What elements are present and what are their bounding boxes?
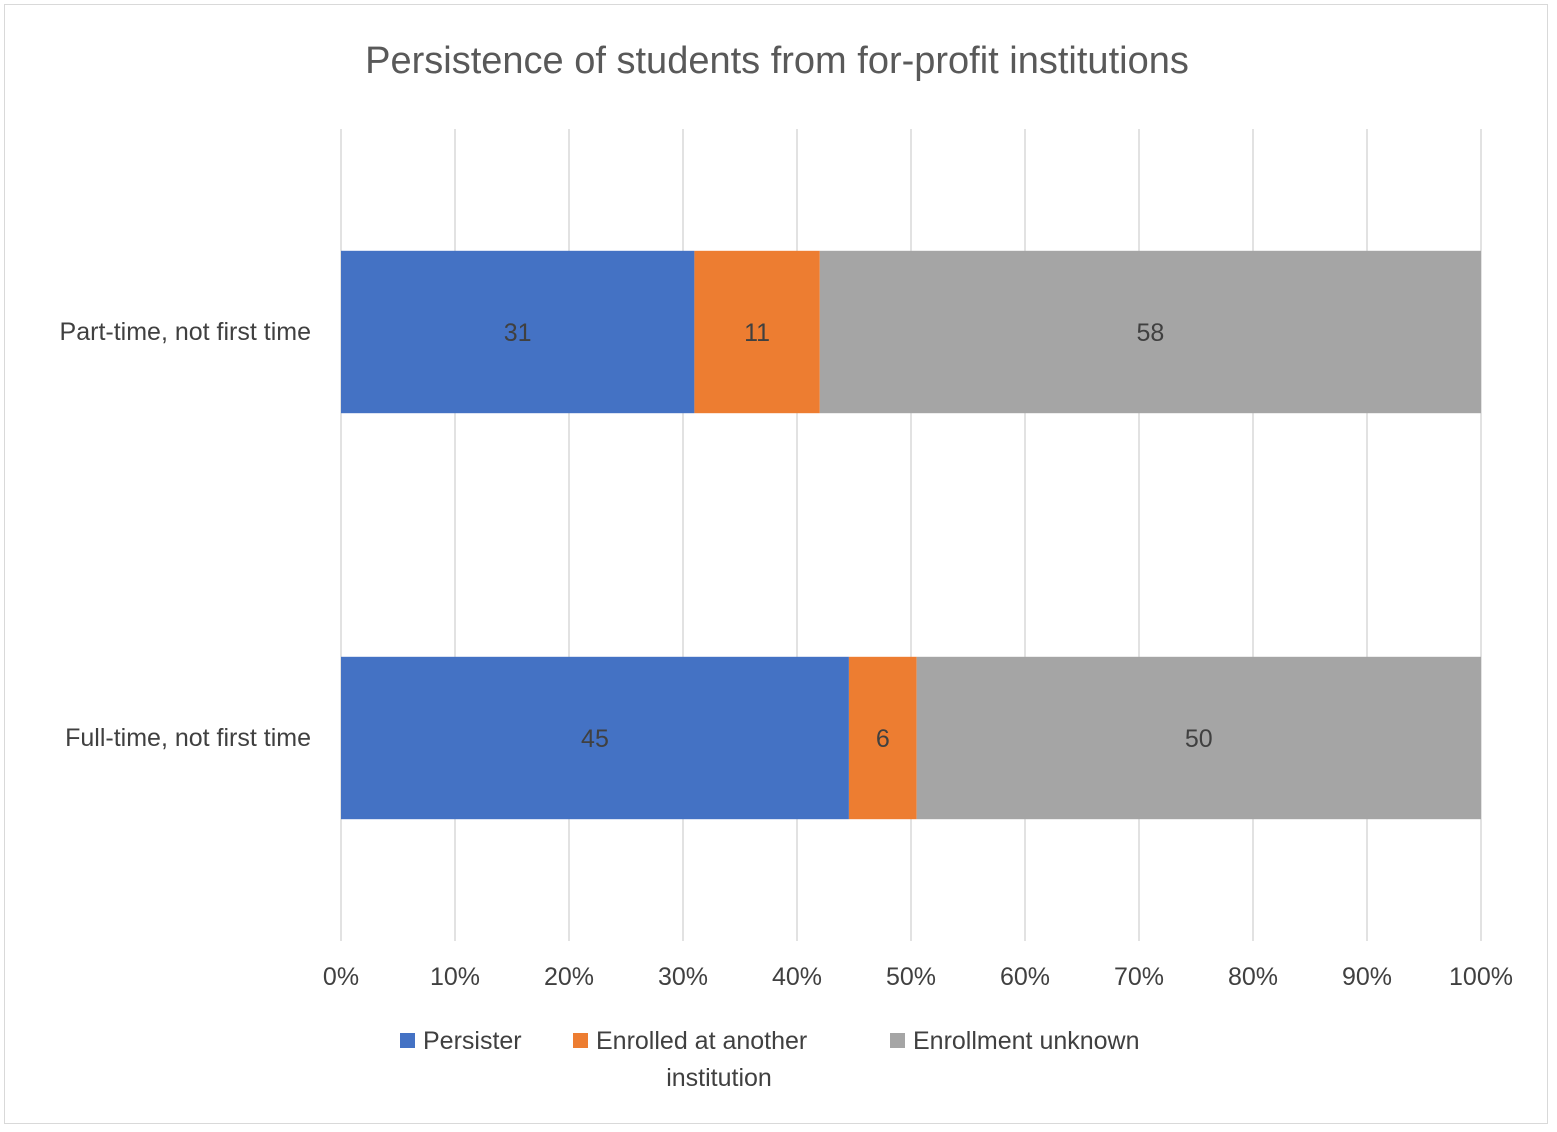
value-axis: 0% 10% 20% 30% 40% 50% 60% 70% 80% 90% 100% bbox=[323, 963, 1513, 991]
legend-swatch bbox=[573, 1033, 588, 1048]
bar-segment bbox=[916, 656, 1481, 820]
data-label: 6 bbox=[876, 725, 890, 753]
x-tick-label: 10% bbox=[430, 963, 480, 991]
category-label: Full-time, not first time bbox=[65, 724, 311, 752]
x-tick-label: 50% bbox=[886, 963, 936, 991]
legend-label: Persister bbox=[423, 1027, 522, 1055]
bar-segment bbox=[341, 250, 695, 414]
data-label: 11 bbox=[744, 319, 770, 347]
x-tick-label: 70% bbox=[1114, 963, 1164, 991]
legend: Persister Enrolled at another institution E… bbox=[400, 1027, 1140, 1092]
x-tick-label: 60% bbox=[1000, 963, 1050, 991]
x-tick-label: 90% bbox=[1342, 963, 1392, 991]
chart-title: Persistence of students from for-profit … bbox=[365, 40, 1189, 82]
bar-segment bbox=[694, 250, 820, 414]
data-label: 45 bbox=[581, 725, 609, 753]
chart: Persistence of students from for-profit … bbox=[60, 40, 1513, 1092]
category-label: Part-time, not first time bbox=[60, 318, 311, 346]
legend-label: institution bbox=[666, 1064, 772, 1092]
x-tick-label: 80% bbox=[1228, 963, 1278, 991]
data-label: 58 bbox=[1136, 319, 1164, 347]
x-tick-label: 0% bbox=[323, 963, 359, 991]
plot-area: 31 11 58 45 6 50 bbox=[341, 250, 1481, 820]
bar-segment bbox=[341, 656, 849, 820]
x-tick-label: 20% bbox=[544, 963, 594, 991]
bar-segment bbox=[819, 250, 1481, 414]
legend-label: Enrollment unknown bbox=[913, 1027, 1140, 1055]
bar-segment bbox=[848, 656, 917, 820]
x-tick-label: 40% bbox=[772, 963, 822, 991]
x-tick-label: 100% bbox=[1449, 963, 1513, 991]
data-label: 50 bbox=[1185, 725, 1213, 753]
legend-swatch bbox=[890, 1033, 905, 1048]
category-axis: Part-time, not first time Full-time, not … bbox=[60, 318, 311, 752]
legend-swatch bbox=[400, 1033, 415, 1048]
chart-frame: Persistence of students from for-profit … bbox=[4, 4, 1548, 1124]
x-tick-label: 30% bbox=[658, 963, 708, 991]
legend-label: Enrolled at another bbox=[596, 1027, 807, 1055]
data-label: 31 bbox=[504, 319, 532, 347]
